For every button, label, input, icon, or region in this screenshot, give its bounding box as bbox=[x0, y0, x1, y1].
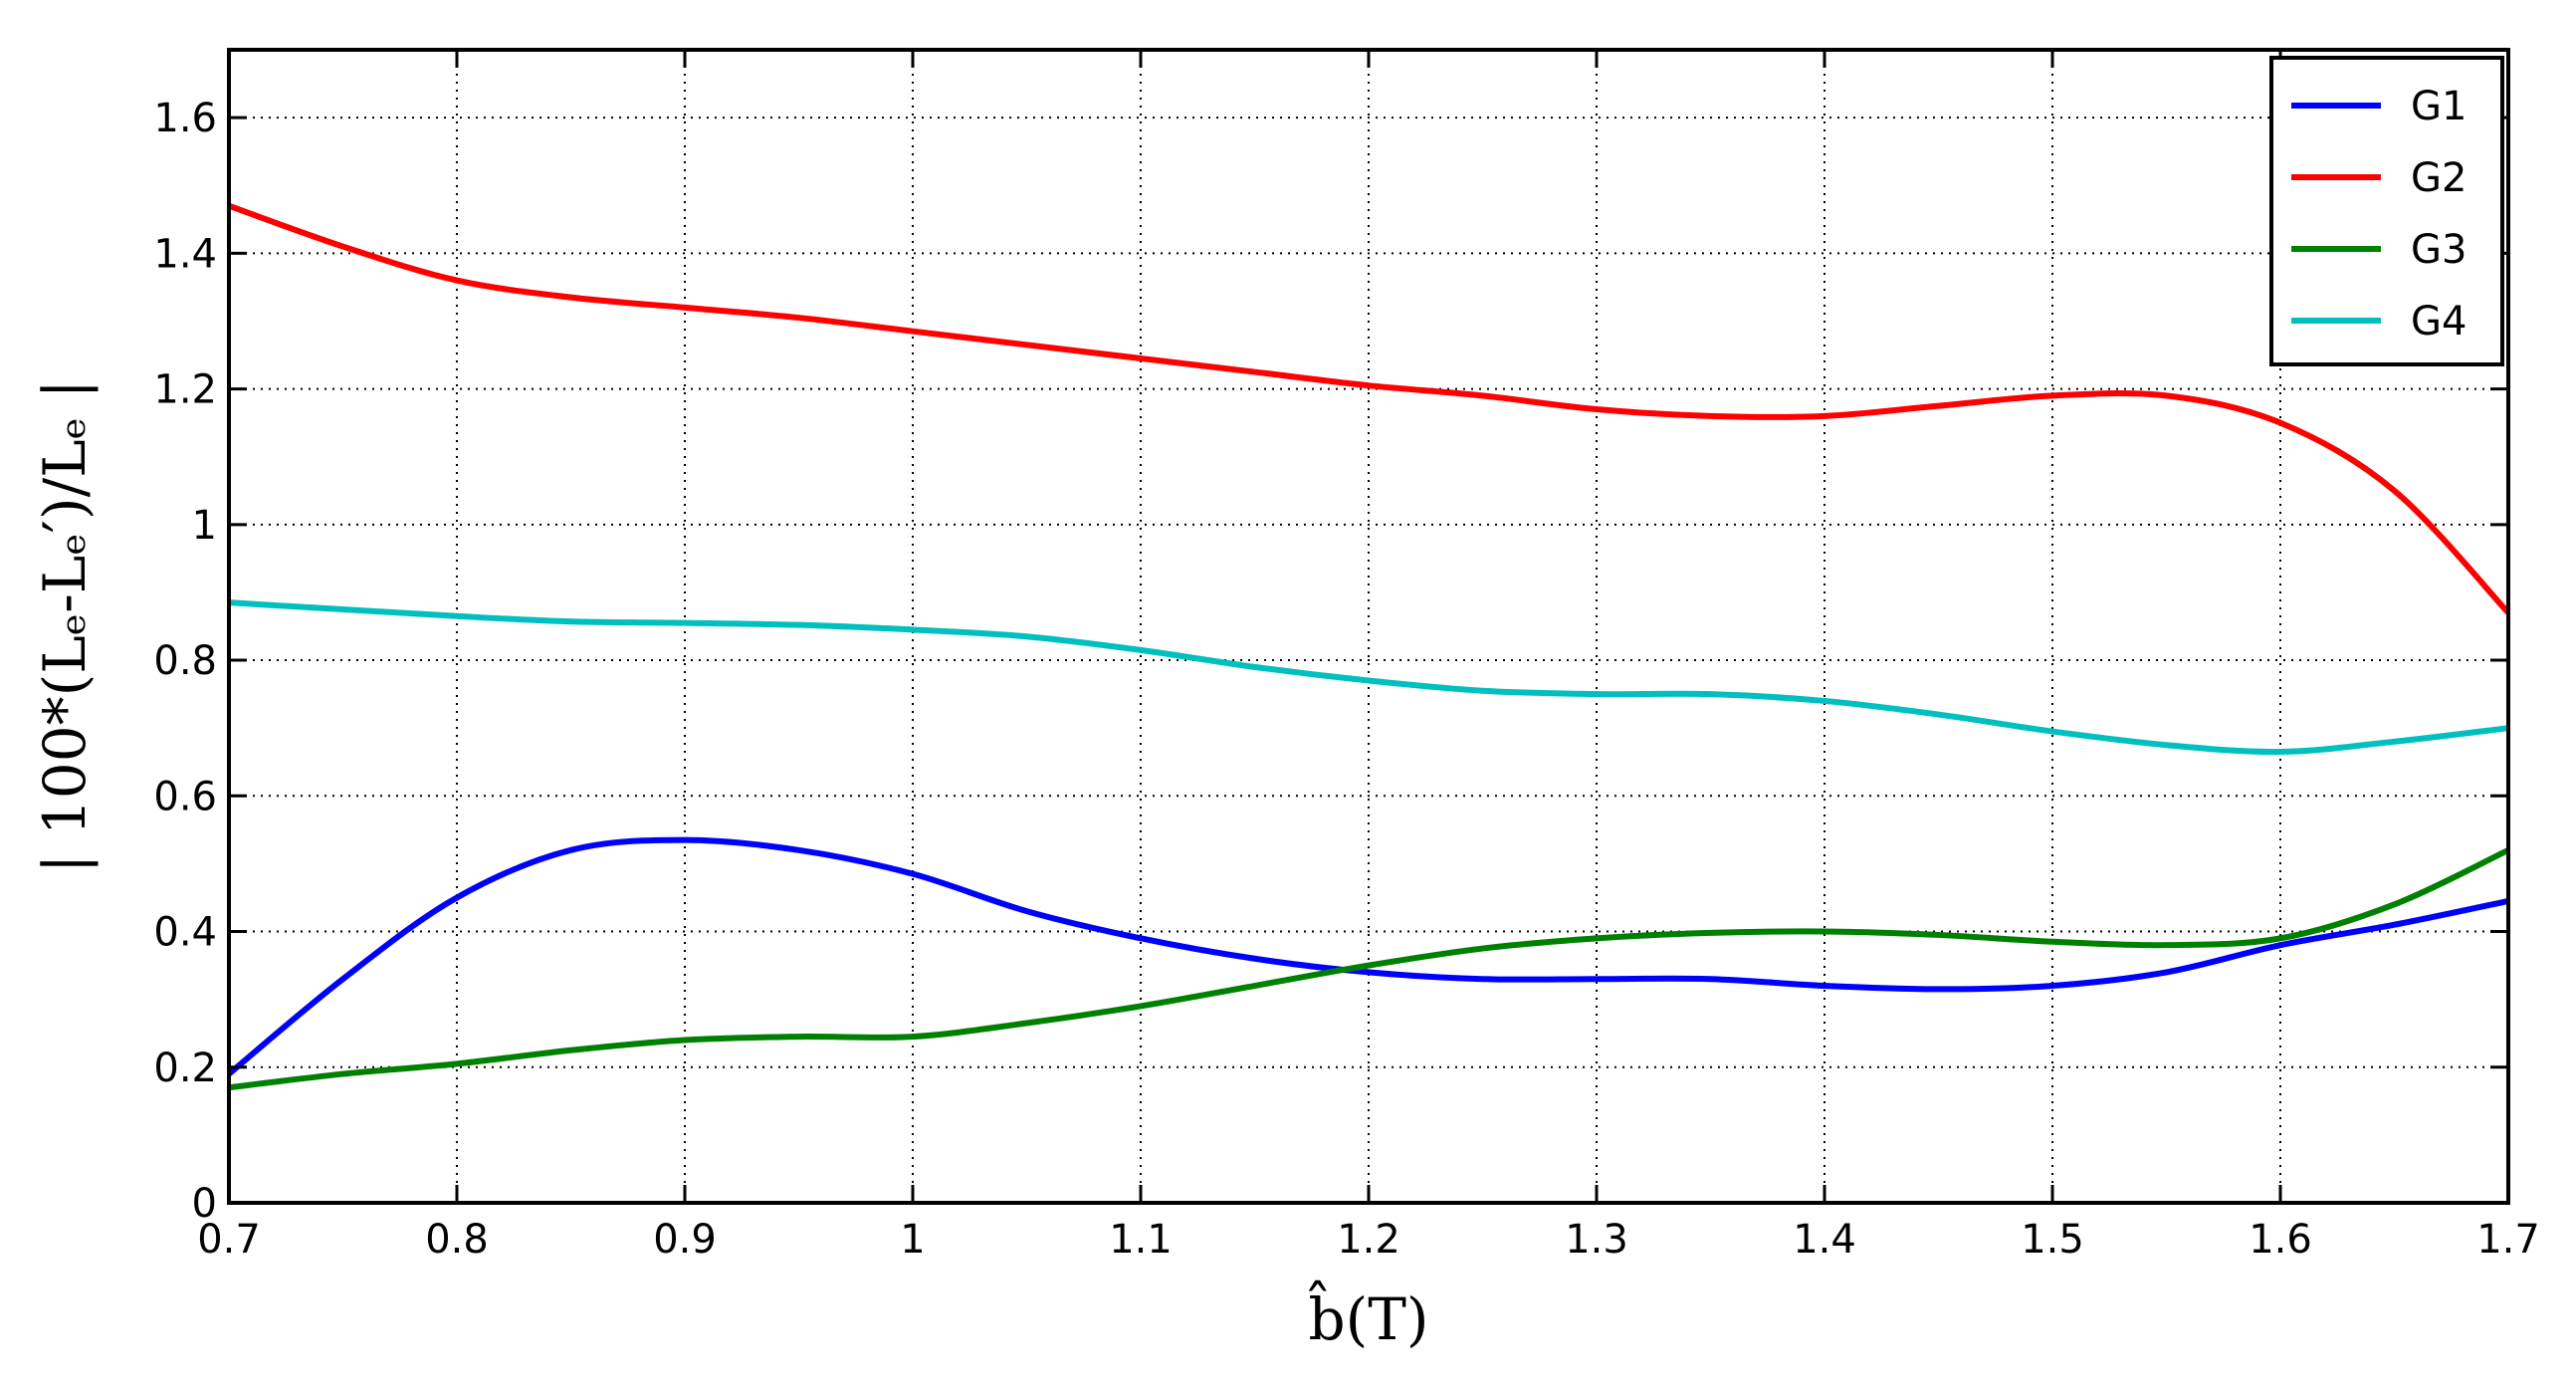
x-tick-label: 1.3 bbox=[1565, 1217, 1628, 1263]
y-tick-label: 0.2 bbox=[153, 1046, 217, 1091]
x-tick-label: 1.7 bbox=[2476, 1217, 2540, 1263]
series-line-g4 bbox=[228, 599, 2509, 756]
series-line-g2 bbox=[227, 202, 2511, 615]
legend: G1 G2 G3 G4 bbox=[2269, 56, 2504, 366]
x-tick-label: 1.6 bbox=[2249, 1217, 2312, 1263]
x-axis-label: b̂(T) bbox=[1308, 1279, 1428, 1353]
y-tick-label: 1.4 bbox=[153, 231, 217, 277]
y-tick-label: 1 bbox=[192, 503, 217, 549]
x-tick-label: 0.9 bbox=[653, 1217, 717, 1263]
series-line-g3 bbox=[228, 847, 2510, 1091]
x-axis-label-text: b̂(T) bbox=[1308, 1279, 1428, 1353]
axis-ticks: 0.7 0.8 0.9 1 1.1 1.2 1.3 1.4 1.5 1.6 1.7 0 0.2 0.4 0.… bbox=[153, 50, 2540, 1263]
y-axis-label-text: | 100*(Lₑ-Lₑ′)/Lₑ | bbox=[31, 379, 99, 873]
y-tick-label: 1.6 bbox=[153, 96, 217, 141]
legend-label-g4: G4 bbox=[2411, 299, 2467, 345]
x-tick-label: 0.7 bbox=[197, 1217, 261, 1263]
legend-label-g3: G3 bbox=[2411, 227, 2467, 273]
y-tick-label: 0.6 bbox=[153, 774, 217, 819]
y-tick-label: 0 bbox=[192, 1181, 217, 1227]
legend-label-g1: G1 bbox=[2411, 84, 2467, 129]
y-axis-label: | 100*(Lₑ-Lₑ′)/Lₑ | bbox=[31, 379, 99, 873]
x-tick-label: 1.4 bbox=[1793, 1217, 1856, 1263]
y-tick-label: 1.2 bbox=[153, 367, 217, 413]
y-tick-label: 0.8 bbox=[153, 638, 217, 684]
legend-box bbox=[2269, 56, 2504, 366]
x-tick-label: 1.5 bbox=[2021, 1217, 2084, 1263]
legend-label-g2: G2 bbox=[2411, 155, 2467, 201]
series-line-g1 bbox=[227, 836, 2509, 1076]
y-tick-label: 0.4 bbox=[153, 910, 217, 956]
x-tick-label: 1.1 bbox=[1109, 1217, 1173, 1263]
series-lines bbox=[227, 202, 2511, 1091]
grid-lines bbox=[228, 50, 2509, 1204]
x-tick-label: 1 bbox=[900, 1217, 925, 1263]
x-tick-label: 1.2 bbox=[1337, 1217, 1400, 1263]
x-tick-label: 0.8 bbox=[425, 1217, 489, 1263]
